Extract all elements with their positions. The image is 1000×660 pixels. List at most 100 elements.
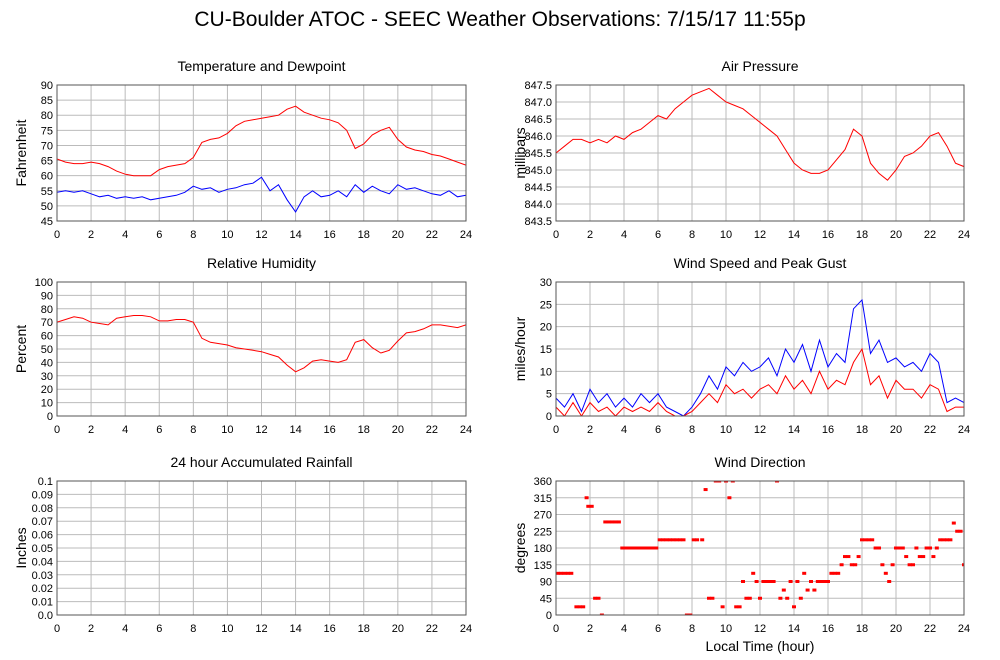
- y-tick-label: 845.5: [524, 148, 552, 160]
- data-point: [860, 538, 864, 542]
- x-tick-label: 22: [924, 623, 936, 635]
- x-tick-label: 8: [190, 623, 196, 635]
- y-tick-label: 360: [534, 476, 552, 488]
- data-point: [664, 538, 669, 542]
- y-tick-label: 20: [41, 384, 53, 396]
- data-point: [691, 538, 696, 542]
- data-point: [654, 546, 659, 550]
- x-tick-label: 0: [54, 424, 60, 436]
- page-title: CU-Boulder ATOC - SEEC Weather Observati…: [194, 8, 806, 31]
- data-point: [599, 613, 604, 615]
- chart-title: Wind Direction: [714, 454, 805, 470]
- data-point: [667, 538, 672, 542]
- y-tick-label: 70: [41, 140, 53, 152]
- data-layer: [556, 298, 964, 416]
- data-point: [781, 588, 786, 592]
- plot-frame: [56, 281, 467, 417]
- y-tick-label: 30: [41, 371, 53, 383]
- data-point: [904, 555, 909, 559]
- data-point: [829, 571, 834, 575]
- data-point: [727, 496, 732, 500]
- data-point: [688, 613, 693, 615]
- x-tick-label: 4: [122, 424, 128, 436]
- x-tick-label: 12: [754, 424, 766, 436]
- x-tick-label: 20: [392, 424, 404, 436]
- x-tick-label: 6: [655, 623, 661, 635]
- y-tick-label: 45: [41, 216, 53, 228]
- chart-title: 24 hour Accumulated Rainfall: [170, 454, 352, 470]
- x-tick-label: 16: [822, 424, 834, 436]
- data-point: [606, 520, 611, 524]
- x-tick-label: 6: [156, 424, 162, 436]
- data-point: [826, 580, 830, 583]
- x-tick-label: 2: [88, 229, 94, 241]
- data-point: [917, 555, 922, 559]
- data-point: [962, 563, 964, 567]
- data-point: [724, 481, 728, 483]
- data-point: [764, 580, 769, 583]
- chart-2: 0 2 4 6 8 10 12 14 16 18 20 22 240102030405060708090…: [13, 255, 472, 436]
- plot-frame: [555, 84, 965, 222]
- data-point: [737, 605, 742, 609]
- data-point: [589, 504, 594, 508]
- x-tick-label: 0: [553, 424, 559, 436]
- x-tick-label: 24: [460, 424, 472, 436]
- x-tick-label: 0: [553, 229, 559, 241]
- plot-frame: [555, 480, 965, 616]
- x-tick-label: 18: [856, 229, 868, 241]
- chart-title: Relative Humidity: [207, 255, 316, 271]
- data-point: [771, 580, 776, 583]
- data-point: [805, 588, 810, 592]
- y-tick-label: 20: [540, 322, 552, 334]
- data-point: [890, 563, 895, 567]
- y-axis-label: miles/hour: [512, 316, 528, 381]
- x-tick-label: 2: [587, 424, 593, 436]
- x-tick-label: 14: [788, 623, 800, 635]
- x-tick-label: 18: [856, 623, 868, 635]
- x-tick-label: 0: [54, 229, 60, 241]
- data-point: [948, 538, 953, 542]
- data-point: [707, 596, 711, 600]
- data-point: [897, 546, 902, 550]
- y-tick-label: 844.5: [524, 182, 552, 194]
- data-point: [931, 555, 936, 559]
- data-point: [584, 496, 589, 500]
- data-point: [819, 580, 824, 583]
- y-tick-label: 45: [540, 593, 552, 605]
- data-point: [894, 546, 898, 550]
- data-point: [934, 546, 939, 550]
- y-tick-label: 843.5: [524, 216, 552, 228]
- x-tick-label: 12: [754, 229, 766, 241]
- series-line-0: [57, 105, 466, 177]
- data-point: [562, 571, 567, 575]
- x-tick-label: 24: [460, 623, 472, 635]
- data-point: [866, 538, 871, 542]
- y-tick-label: 844.0: [524, 199, 552, 211]
- data-point: [928, 546, 932, 550]
- x-tick-label: 16: [822, 229, 834, 241]
- chart-1: 0 2 4 6 8 10 12 14 16 18 20 22 24843.5844.0844.5845.…: [512, 58, 970, 241]
- y-tick-label: 847.0: [524, 97, 552, 109]
- x-tick-label: 8: [190, 424, 196, 436]
- data-point: [640, 546, 645, 550]
- y-tick-label: 0.05: [32, 543, 53, 555]
- x-tick-label: 10: [720, 424, 732, 436]
- series-line-0: [556, 298, 964, 416]
- data-point: [822, 580, 827, 583]
- data-point: [741, 580, 745, 583]
- data-point: [795, 580, 800, 583]
- x-tick-label: 12: [255, 623, 267, 635]
- data-point: [700, 538, 705, 542]
- x-tick-label: 24: [958, 229, 970, 241]
- data-point: [853, 563, 858, 567]
- y-tick-label: 0: [546, 610, 552, 622]
- x-tick-label: 16: [324, 623, 336, 635]
- x-tick-label: 22: [426, 623, 438, 635]
- x-tick-label: 4: [122, 623, 128, 635]
- data-point: [856, 555, 861, 559]
- data-point: [785, 596, 790, 600]
- x-tick-label: 14: [788, 424, 800, 436]
- x-tick-label: 4: [122, 229, 128, 241]
- data-point: [758, 596, 762, 600]
- y-tick-label: 846.0: [524, 131, 552, 143]
